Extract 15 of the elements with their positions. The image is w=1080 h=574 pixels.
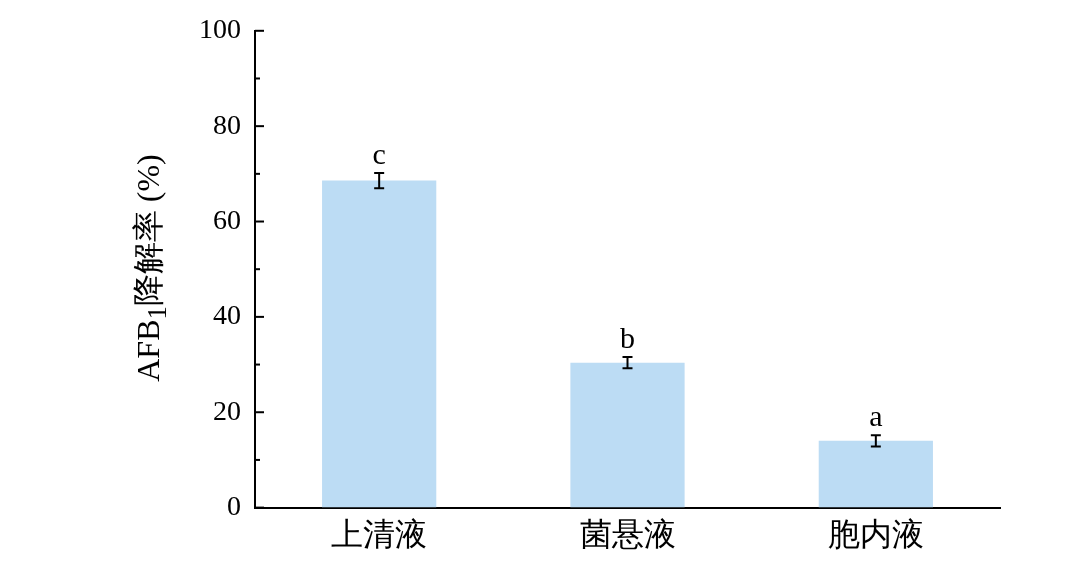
y-tick-label: 60: [213, 203, 241, 235]
x-tick-label: 上清液: [331, 516, 428, 553]
annotation: c: [372, 136, 386, 170]
y-tick-label: 100: [199, 13, 241, 45]
annotation: b: [620, 320, 635, 354]
y-tick-label: 80: [213, 108, 241, 140]
annotation: a: [869, 399, 883, 432]
y-tick-label: 40: [213, 299, 241, 331]
x-tick-label: 菌悬液: [579, 516, 676, 553]
bar: [818, 440, 933, 508]
bar: [570, 362, 685, 508]
x-tick-label: 胞内液: [827, 516, 924, 553]
y-tick-label: 20: [213, 394, 241, 426]
y-tick-label: 0: [227, 489, 241, 521]
bar: [322, 180, 437, 508]
